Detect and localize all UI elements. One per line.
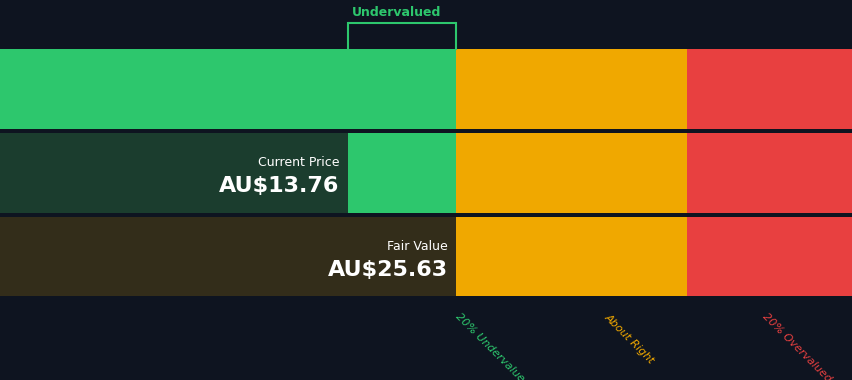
- Bar: [456, 133, 686, 212]
- Bar: [0, 49, 456, 129]
- Text: 20% Overvalued: 20% Overvalued: [760, 312, 832, 380]
- Text: Undervalued: Undervalued: [352, 6, 441, 19]
- Text: AU$25.63: AU$25.63: [327, 260, 447, 280]
- Bar: [0, 133, 348, 212]
- Bar: [686, 49, 852, 129]
- Text: Current Price: Current Price: [257, 156, 339, 169]
- Text: AU$13.76: AU$13.76: [219, 176, 339, 196]
- Text: About Right: About Right: [602, 312, 656, 365]
- Bar: [686, 217, 852, 296]
- Bar: [0, 133, 456, 212]
- Bar: [0, 217, 456, 296]
- Bar: [0, 217, 456, 296]
- Text: 46.3%: 46.3%: [352, 0, 429, 2]
- Text: Fair Value: Fair Value: [387, 240, 447, 253]
- Bar: [686, 133, 852, 212]
- Bar: [456, 217, 686, 296]
- Text: 20% Undervalued: 20% Undervalued: [453, 312, 531, 380]
- Bar: [456, 49, 686, 129]
